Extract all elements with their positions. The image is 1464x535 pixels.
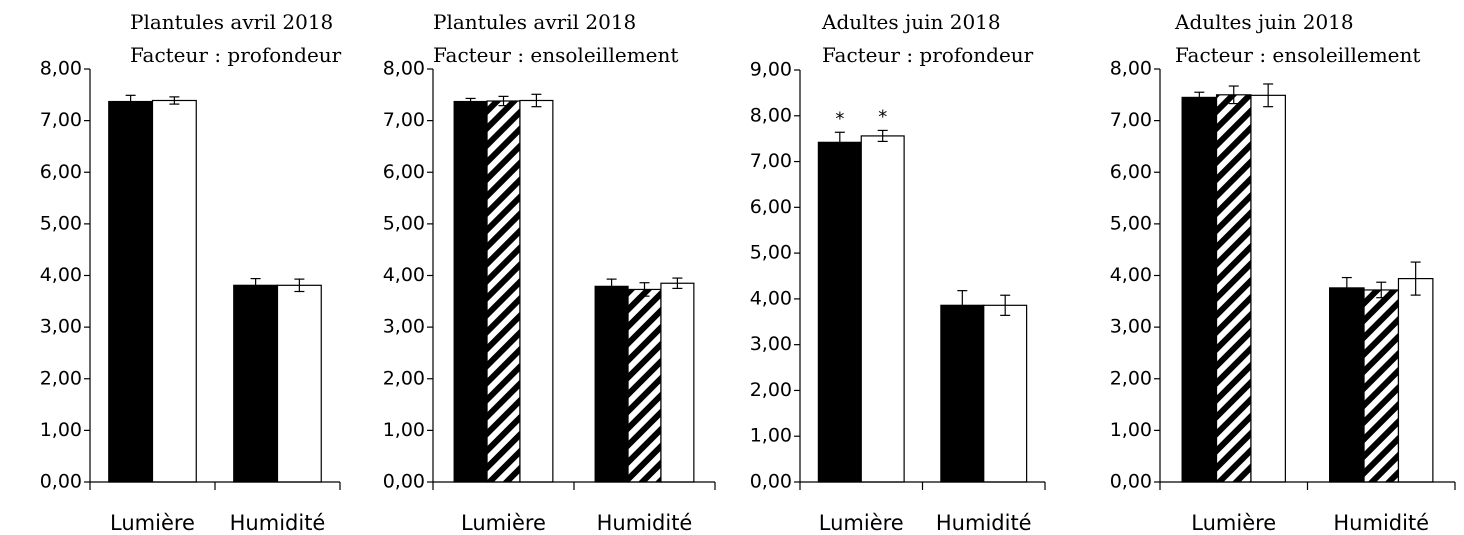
chart-title: Plantules avril 2018 (130, 10, 333, 34)
y-tick-label: 3,00 (40, 316, 82, 338)
y-tick-label: 4,00 (750, 287, 792, 309)
bar (860, 135, 905, 483)
chart-subtitle: Facteur : ensoleillement (433, 43, 678, 67)
x-tick-label: Lumière (819, 511, 904, 535)
chart-title: Adultes juin 2018 (1174, 10, 1354, 34)
y-tick-label: 1,00 (750, 425, 792, 447)
bar (660, 282, 695, 483)
bar (453, 100, 488, 483)
y-tick-label: 4,00 (40, 264, 82, 286)
y-tick-label: 9,00 (750, 59, 792, 81)
y-tick-label: 2,00 (40, 367, 82, 389)
y-tick-label: 5,00 (40, 212, 82, 234)
bar (983, 304, 1028, 483)
y-tick-label: 7,00 (383, 109, 425, 131)
x-tick-label: Humidité (230, 511, 326, 535)
y-tick-label: 8,00 (750, 104, 792, 126)
y-tick-label: 2,00 (750, 379, 792, 401)
y-tick-label: 2,00 (1110, 367, 1152, 389)
bar (1397, 277, 1434, 483)
bar (1329, 287, 1365, 483)
x-tick-label: Humidité (936, 511, 1032, 535)
y-tick-label: 3,00 (750, 333, 792, 355)
chart-subtitle: Facteur : profondeur (130, 43, 342, 67)
y-tick-label: 3,00 (383, 316, 425, 338)
y-tick-label: 1,00 (383, 419, 425, 441)
y-tick-label: 4,00 (383, 264, 425, 286)
x-tick-label: Lumière (461, 511, 546, 535)
y-tick-label: 1,00 (1110, 419, 1152, 441)
y-tick-label: 7,00 (40, 109, 82, 131)
y-tick-label: 2,00 (383, 367, 425, 389)
annotation: * (835, 108, 844, 129)
bar (1181, 96, 1218, 483)
chart-title: Adultes juin 2018 (821, 10, 1001, 34)
bar (276, 284, 322, 483)
y-tick-label: 6,00 (1110, 161, 1152, 183)
bar (627, 288, 662, 483)
bar (108, 100, 154, 483)
y-tick-label: 0,00 (383, 471, 425, 493)
bar (233, 284, 279, 483)
bar (940, 304, 985, 483)
y-tick-label: 0,00 (1110, 471, 1152, 493)
bar (519, 99, 554, 483)
bar (594, 285, 629, 483)
chart-subtitle: Facteur : profondeur (822, 43, 1034, 67)
chart-subtitle: Facteur : ensoleillement (1175, 43, 1420, 67)
y-tick-label: 6,00 (40, 161, 82, 183)
x-tick-label: Humidité (1333, 511, 1429, 535)
y-tick-label: 7,00 (750, 150, 792, 172)
annotation: * (878, 106, 887, 127)
y-tick-label: 3,00 (1110, 316, 1152, 338)
bar (817, 141, 862, 483)
x-tick-label: Lumière (110, 511, 195, 535)
y-tick-label: 6,00 (750, 196, 792, 218)
y-tick-label: 5,00 (750, 242, 792, 264)
y-tick-label: 4,00 (1110, 264, 1152, 286)
y-tick-label: 1,00 (40, 419, 82, 441)
y-tick-label: 0,00 (750, 471, 792, 493)
y-tick-label: 8,00 (1110, 58, 1152, 80)
bar (1363, 289, 1400, 483)
chart-title: Plantules avril 2018 (433, 10, 636, 34)
y-tick-label: 6,00 (383, 161, 425, 183)
bar (1250, 94, 1286, 483)
y-tick-label: 7,00 (1110, 109, 1152, 131)
x-tick-label: Lumière (1191, 511, 1276, 535)
y-tick-label: 5,00 (1110, 212, 1152, 234)
x-tick-label: Humidité (597, 511, 693, 535)
bar (1215, 94, 1252, 483)
y-tick-label: 8,00 (40, 58, 82, 80)
bar (151, 99, 197, 483)
bar (486, 100, 521, 483)
y-tick-label: 8,00 (383, 58, 425, 80)
y-tick-label: 0,00 (40, 471, 82, 493)
y-tick-label: 5,00 (383, 212, 425, 234)
